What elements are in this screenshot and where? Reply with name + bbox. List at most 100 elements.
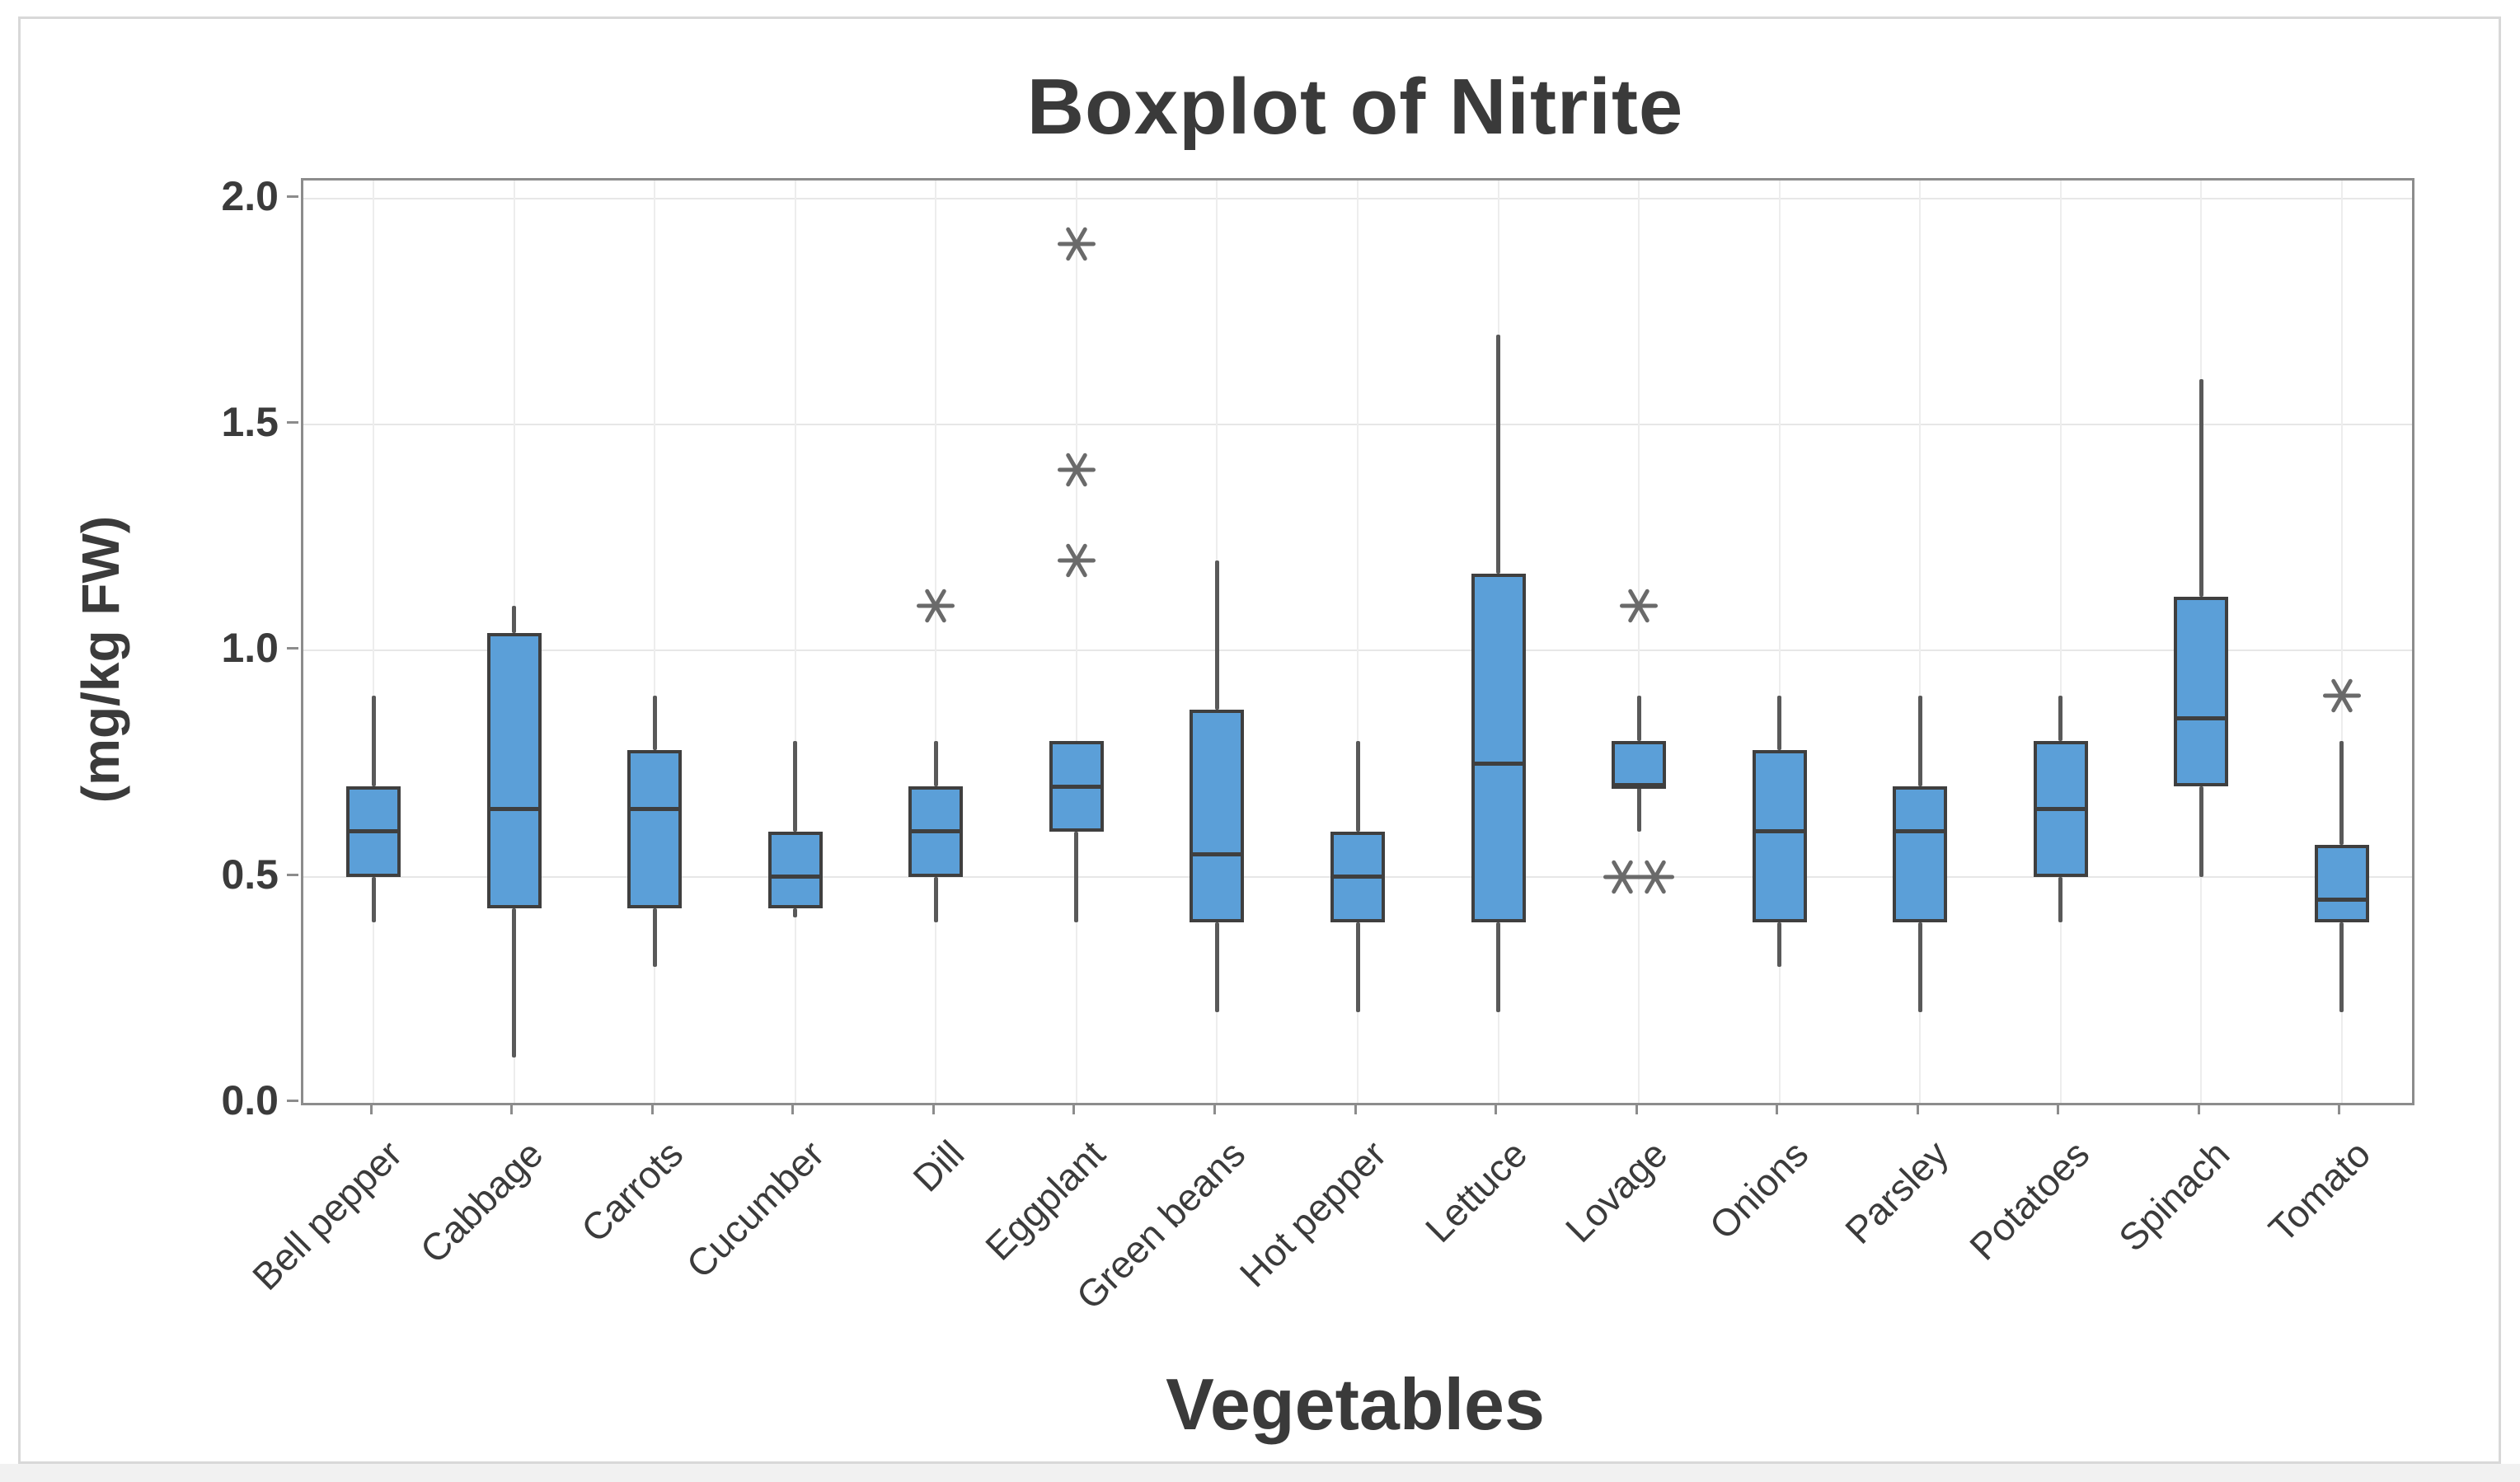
lower-whisker <box>1214 922 1219 1013</box>
lower-whisker <box>1636 786 1641 832</box>
boxplot-box <box>2314 845 2369 922</box>
figure-frame: Boxplot of Nitrite (mg/kg FW) Vegetables… <box>18 16 2501 1464</box>
y-axis-tick-label: 0.0 <box>221 1077 279 1123</box>
x-axis-title: Vegetables <box>1166 1363 1545 1445</box>
outlier-star <box>1057 450 1096 490</box>
x-axis-tick <box>2338 1103 2341 1114</box>
upper-whisker <box>793 741 798 832</box>
median-line <box>1752 829 1807 834</box>
x-axis-tick <box>2057 1103 2060 1114</box>
vertical-gridline <box>654 181 656 1103</box>
lower-whisker <box>1355 922 1360 1013</box>
x-axis-tick <box>1635 1103 1638 1114</box>
x-axis-tick <box>369 1103 373 1114</box>
y-axis-tick <box>287 195 298 198</box>
vertical-gridline <box>1638 181 1640 1103</box>
outlier-star <box>1635 857 1675 897</box>
vertical-gridline <box>2340 181 2343 1103</box>
lower-whisker <box>1496 922 1501 1013</box>
median-line <box>1049 784 1104 789</box>
lower-whisker <box>2339 922 2344 1013</box>
vertical-gridline <box>1919 181 1922 1103</box>
upper-whisker <box>512 605 517 633</box>
y-axis-tick <box>287 873 298 876</box>
x-axis-tick <box>932 1103 935 1114</box>
vertical-gridline <box>1778 181 1781 1103</box>
outlier-star <box>1057 541 1096 580</box>
vertical-gridline <box>2059 181 2062 1103</box>
lower-whisker <box>2199 786 2203 877</box>
x-axis-tick <box>1072 1103 1076 1114</box>
boxplot-box <box>1612 741 1667 787</box>
boxplot-box <box>2174 596 2229 787</box>
lower-whisker <box>1074 831 1079 922</box>
x-axis-category-label: Potatoes <box>1960 1132 2098 1269</box>
median-line <box>1190 851 1245 856</box>
upper-whisker <box>933 741 938 787</box>
y-axis-tick <box>287 647 298 650</box>
median-line <box>2033 806 2088 811</box>
median-line <box>1330 875 1385 879</box>
y-axis-title: (mg/kg FW) <box>71 515 130 804</box>
x-axis-category-label: Cabbage <box>411 1132 551 1272</box>
median-line <box>2174 716 2229 721</box>
lower-whisker <box>1917 922 1922 1013</box>
median-line <box>767 875 823 879</box>
x-axis-category-label: Tomato <box>2260 1132 2379 1251</box>
upper-whisker <box>1496 334 1501 575</box>
median-line <box>346 829 401 834</box>
chart-title: Boxplot of Nitrite <box>1026 63 1684 151</box>
boxplot-box <box>767 831 823 909</box>
upper-whisker <box>1777 696 1782 751</box>
x-axis-tick <box>1776 1103 1779 1114</box>
window-bottom-strip <box>0 1464 2520 1482</box>
lower-whisker <box>652 908 657 968</box>
upper-whisker <box>2339 741 2344 846</box>
lower-whisker <box>1777 922 1782 968</box>
x-axis-category-label: Onions <box>1701 1132 1816 1248</box>
upper-whisker <box>2199 379 2203 597</box>
x-axis-tick <box>2197 1103 2200 1114</box>
y-axis-tick-label: 1.0 <box>221 625 279 672</box>
x-axis-tick <box>791 1103 795 1114</box>
upper-whisker <box>1355 741 1360 832</box>
x-axis-category-label: Carrots <box>573 1132 692 1250</box>
x-axis-category-label: Cucumber <box>678 1132 833 1287</box>
x-axis-tick <box>650 1103 654 1114</box>
x-axis-category-label: Dill <box>904 1132 973 1200</box>
boxplot-box <box>1471 574 1526 922</box>
vertical-gridline <box>373 181 375 1103</box>
boxplot-box <box>486 632 542 909</box>
upper-whisker <box>1636 696 1641 742</box>
y-axis-tick-label: 2.0 <box>221 172 279 219</box>
x-axis-category-label: Lettuce <box>1416 1132 1535 1251</box>
median-line <box>486 806 542 811</box>
median-line <box>908 829 964 834</box>
x-axis-tick <box>1495 1103 1498 1114</box>
x-axis-tick <box>1354 1103 1357 1114</box>
vertical-gridline <box>794 181 796 1103</box>
x-axis-category-label: Spinach <box>2110 1132 2238 1259</box>
upper-whisker <box>2058 696 2063 742</box>
lower-whisker <box>2058 876 2063 922</box>
outlier-star <box>1057 224 1096 264</box>
boxplot-box <box>1190 709 1245 922</box>
y-axis-tick-label: 0.5 <box>221 851 279 898</box>
median-line <box>1471 762 1526 767</box>
vertical-gridline <box>1075 181 1077 1103</box>
median-line <box>1893 829 1948 834</box>
upper-whisker <box>371 696 376 787</box>
outlier-star <box>1603 857 1642 897</box>
vertical-gridline <box>935 181 937 1103</box>
x-axis-tick <box>1213 1103 1216 1114</box>
y-axis-tick <box>287 421 298 424</box>
x-axis-tick <box>1916 1103 1919 1114</box>
y-axis-tick-label: 1.5 <box>221 399 279 446</box>
outlier-star <box>2322 676 2362 715</box>
lower-whisker <box>512 908 517 1058</box>
x-axis-category-label: Hot pepper <box>1231 1132 1395 1296</box>
median-line <box>2314 897 2369 902</box>
outlier-star <box>916 586 955 626</box>
y-axis-tick <box>287 1100 298 1102</box>
upper-whisker <box>652 696 657 751</box>
